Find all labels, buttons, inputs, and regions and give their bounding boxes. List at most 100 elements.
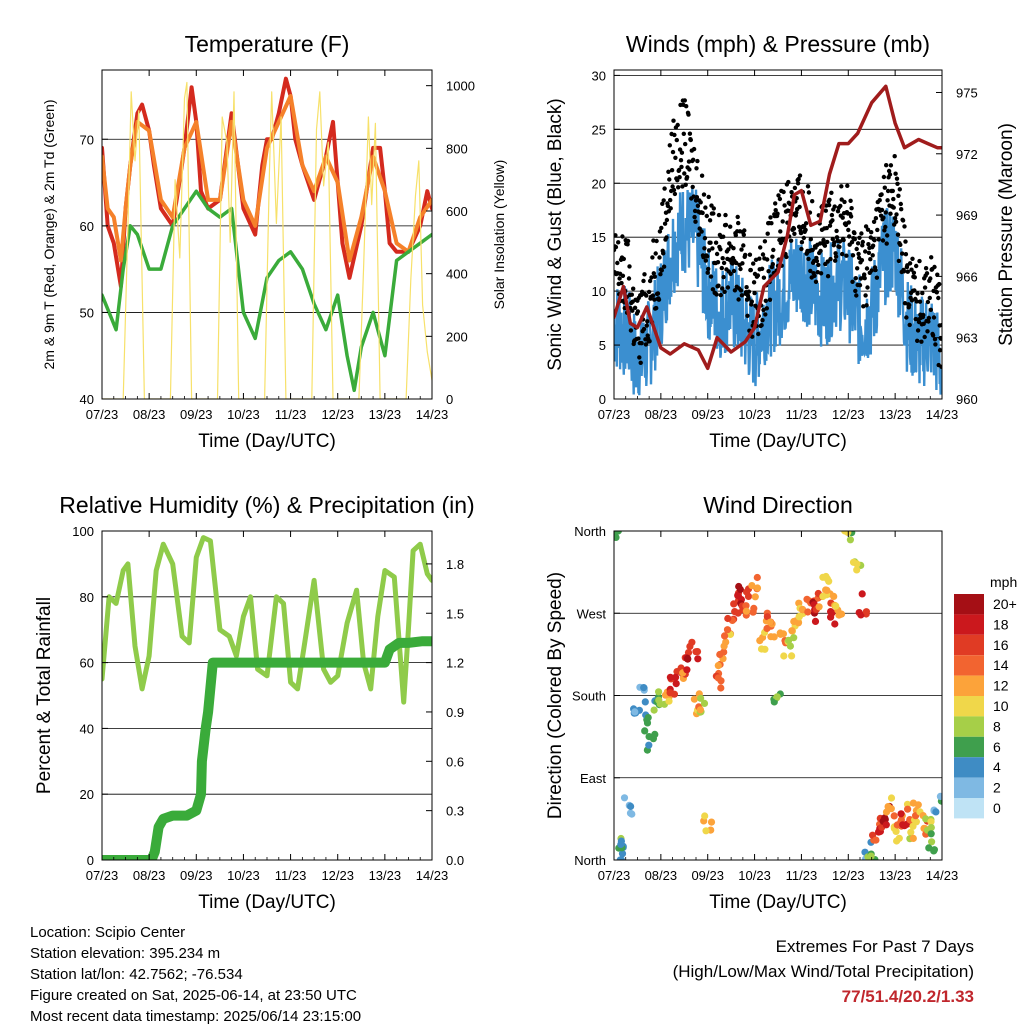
gust-point (844, 253, 849, 258)
gust-point (771, 247, 776, 253)
gust-point (781, 189, 786, 195)
gust-point (650, 255, 655, 260)
gust-point (656, 297, 662, 302)
gust-point (805, 184, 811, 189)
gust-point (644, 323, 649, 328)
gust-point (691, 157, 696, 162)
gust-point (876, 237, 881, 242)
direction-point (655, 688, 663, 696)
gust-point (751, 261, 756, 266)
gust-point (721, 234, 726, 239)
x-tick-label: 09/23 (180, 407, 213, 422)
y-tick-label: 15 (592, 230, 606, 245)
gust-point (859, 231, 864, 236)
colorbar-label: 8 (993, 718, 1001, 734)
y-tick-label: 70 (80, 132, 94, 147)
gust-point (830, 218, 835, 223)
gust-point (776, 193, 781, 198)
colorbar-title: mph (990, 574, 1017, 590)
x-tick-label: 09/23 (180, 868, 213, 883)
gust-point (672, 132, 677, 138)
colorbar-swatch (954, 655, 984, 676)
gust-point (687, 167, 692, 172)
gust-point (707, 218, 713, 223)
direction-point (631, 708, 639, 716)
gust-point (655, 291, 661, 296)
gust-point (857, 283, 863, 288)
gust-point (847, 234, 852, 239)
gust-point (870, 253, 875, 258)
gust-point (853, 276, 858, 281)
gust-point (939, 322, 942, 328)
gust-point (842, 199, 847, 205)
direction-point (827, 613, 835, 621)
gust-point (860, 239, 865, 245)
y2-tick-label: 1000 (446, 79, 475, 94)
gust-point (745, 313, 750, 318)
gust-point (854, 246, 859, 252)
gust-point (846, 227, 851, 233)
colorbar-label: 2 (993, 780, 1001, 796)
gust-point (796, 176, 801, 182)
gust-point (852, 230, 857, 236)
y-tick-label: 25 (592, 122, 606, 137)
gust-point (869, 268, 874, 273)
colorbar-swatch (954, 736, 984, 758)
gust-point (917, 258, 922, 264)
gust-point (721, 274, 726, 280)
x-tick-label: 13/23 (369, 868, 402, 883)
y-tick-label: 40 (80, 392, 94, 407)
gust-point (932, 264, 937, 270)
gust-point (900, 218, 906, 223)
direction-point (893, 821, 901, 829)
gust-point (767, 297, 773, 302)
direction-point (750, 604, 758, 613)
gust-point (718, 292, 723, 298)
direction-point (899, 821, 907, 829)
gust-point (667, 143, 672, 148)
y-axis-label: 2m & 9m T (Red, Orange) & 2m Td (Green) (41, 100, 57, 370)
gust-point (643, 342, 649, 347)
gust-point (690, 184, 695, 190)
gust-point (853, 288, 858, 294)
gust-point (657, 255, 662, 260)
gust-point (708, 240, 713, 245)
direction-point (702, 827, 710, 835)
colorbar-swatch (954, 798, 984, 819)
direction-point (773, 693, 781, 701)
x-tick-label: 12/23 (321, 407, 354, 422)
gust-point (884, 241, 889, 246)
gust-point (822, 243, 828, 248)
gust-point (617, 276, 622, 281)
gust-point (909, 298, 915, 303)
station-location: Location: Scipio Center (30, 924, 186, 941)
gust-point (885, 198, 890, 203)
gust-point (900, 251, 905, 256)
gust-point (631, 286, 636, 291)
series-line (102, 636, 432, 860)
y2-axis-label: Solar Insolation (Yellow) (491, 160, 507, 310)
colorbar-label: 4 (993, 759, 1001, 775)
gust-point (833, 251, 838, 256)
gust-point (786, 179, 791, 185)
gust-point (701, 192, 707, 197)
direction-point (761, 645, 769, 653)
gust-point (636, 336, 641, 341)
direction-point (617, 837, 626, 845)
gust-point (862, 272, 867, 277)
direction-point (644, 714, 652, 722)
direction-point (925, 844, 933, 852)
gust-point (895, 232, 901, 237)
gust-point (702, 246, 707, 251)
gust-point (884, 163, 889, 168)
gust-point (669, 168, 675, 173)
gust-point (706, 248, 712, 253)
gust-point (907, 261, 913, 266)
y-tick-label: East (580, 771, 606, 786)
direction-point (815, 603, 823, 611)
gust-point (720, 256, 725, 261)
colorbar-swatch (954, 757, 984, 778)
gust-point (796, 224, 802, 229)
gust-point (856, 251, 861, 257)
colorbar-label: 12 (993, 678, 1009, 694)
